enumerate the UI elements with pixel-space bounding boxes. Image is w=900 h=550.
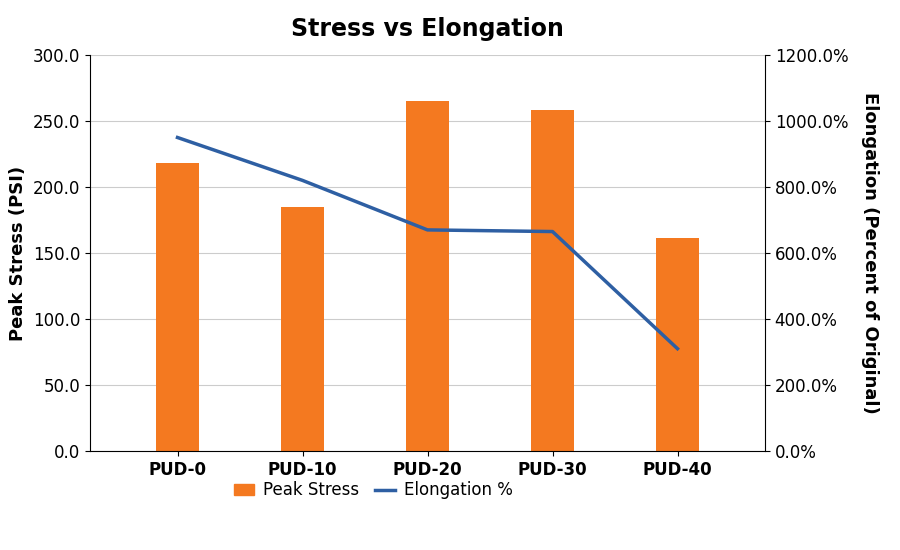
Y-axis label: Elongation (Percent of Original): Elongation (Percent of Original) <box>861 92 879 414</box>
Bar <box>281 207 324 451</box>
Bar <box>655 239 699 451</box>
Bar <box>531 111 574 451</box>
Y-axis label: Peak Stress (PSI): Peak Stress (PSI) <box>9 166 27 340</box>
Bar <box>406 101 449 451</box>
Title: Stress vs Elongation: Stress vs Elongation <box>291 16 564 41</box>
Bar <box>156 163 200 451</box>
Legend: Peak Stress, Elongation %: Peak Stress, Elongation % <box>228 475 519 506</box>
